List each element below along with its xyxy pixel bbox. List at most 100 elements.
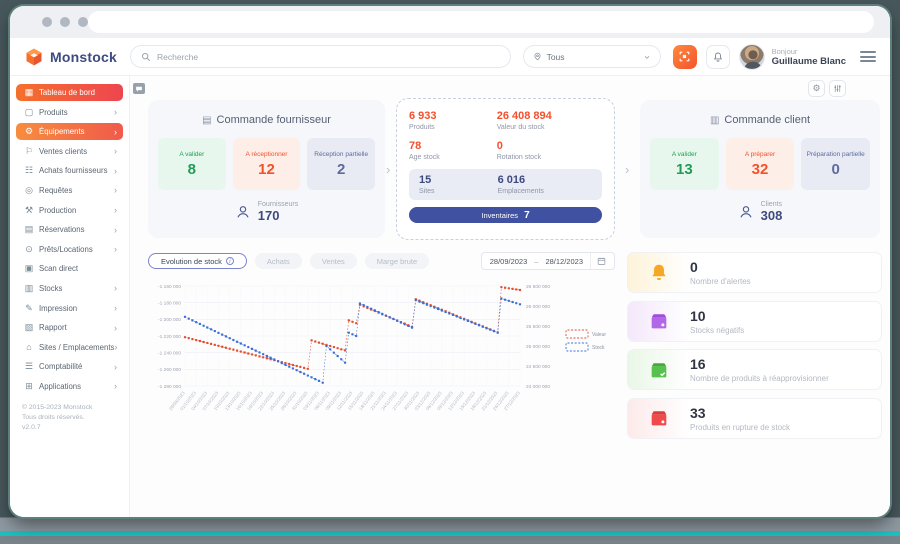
scan-direct-icon: ▣ (24, 263, 34, 274)
stock-summary-card: 6 933 Produits 26 408 894 Valeur du stoc… (396, 98, 615, 240)
locations-stat: 6 016 Emplacements (497, 174, 544, 195)
inventories-button[interactable]: Inventaires 7 (409, 207, 602, 223)
suppliers-count: Fournisseurs 170 (158, 201, 375, 223)
sidebar-item-scan-direct[interactable]: ▣ Scan direct (16, 260, 123, 277)
filter-button[interactable] (829, 80, 846, 97)
stock-evolution-chart[interactable]: -1 160 000 -1 180 000 -1 200 000 -1 220 000… (146, 274, 616, 444)
scan-button[interactable] (672, 44, 697, 69)
carousel-next-chevron-2[interactable]: › (625, 162, 630, 177)
client-to-prepare-tile[interactable]: A préparer 32 (725, 138, 795, 190)
alert-rupture-de-stock[interactable]: 33 Produits en rupture de stock (627, 397, 882, 439)
reservations-icon: ▤ (24, 224, 34, 235)
accounting-icon: ☰ (24, 361, 34, 372)
alert-stocks-negatifs[interactable]: 10 Stocks négatifs (627, 300, 882, 342)
sites-icon: ⌂ (26, 342, 32, 353)
date-range-picker[interactable]: 28/09/2023 – 28/12/2023 (480, 252, 615, 270)
supplier-to-validate-tile[interactable]: A valider 8 (158, 138, 226, 190)
products-icon: ▢ (24, 106, 34, 117)
tab-marge-brute[interactable]: Marge brute (364, 253, 430, 269)
tab-ventes[interactable]: Ventes (309, 253, 357, 269)
svg-text:-1 200 000: -1 200 000 (158, 317, 181, 323)
sidebar-item-sites-emplacements[interactable]: ⌂ Sites / Emplacements › (16, 339, 123, 356)
desk-accent-stripe (0, 531, 900, 536)
svg-text:Valeur: Valeur (592, 332, 606, 338)
sidebar-item-applications[interactable]: ⊞ Applications › (16, 378, 123, 395)
main-content: ⚙ ▤ Commande fournisseur A valider 8 (130, 76, 890, 517)
info-icon[interactable]: i (225, 257, 234, 265)
supplier-partial-reception-tile[interactable]: Réception partielle 2 (307, 138, 376, 190)
sales-icon: ⚐ (24, 145, 34, 156)
purchases-icon: ☷ (24, 165, 34, 176)
sidebar-item-production[interactable]: ⚒ Production › (16, 202, 123, 219)
tab-achats[interactable]: Achats (254, 253, 302, 269)
tab-evolution-de-stock[interactable]: Evolution de stock i (148, 253, 247, 269)
avatar[interactable] (738, 43, 765, 70)
sidebar-item-requetes[interactable]: ◎ Requêtes › (16, 182, 123, 199)
calendar-icon (597, 257, 606, 265)
feedback-chat-button[interactable] (133, 83, 145, 94)
svg-text:-1 240 000: -1 240 000 (158, 350, 181, 356)
user-greeting: Bonjour Guillaume Blanc (772, 47, 846, 67)
sidebar: ▦ Tableau de bord ▢ Produits › ⚙ Équipeme… (10, 76, 130, 517)
client-partial-preparation-tile[interactable]: Préparation partielle 0 (801, 138, 871, 190)
scan-icon (679, 51, 690, 62)
greeting-text: Bonjour (771, 46, 798, 56)
carousel-next-chevron[interactable]: › (386, 162, 391, 177)
search-placeholder: Recherche (157, 51, 199, 62)
box-green-icon (651, 362, 667, 377)
menu-button[interactable] (860, 49, 876, 65)
window-close-button[interactable] (42, 17, 52, 27)
desk-band-bottom (0, 536, 900, 544)
alert-nombre-alertes[interactable]: 0 Nombre d'alertes (627, 252, 882, 293)
search-input[interactable]: Recherche (130, 45, 511, 68)
sidebar-item-stocks[interactable]: ▥ Stocks › (16, 280, 123, 297)
sidebar-item-ventes-clients[interactable]: ⚐ Ventes clients › (16, 143, 123, 160)
svg-text:26 000 000: 26 000 000 (526, 304, 550, 310)
sidebar-item-equipements[interactable]: ⚙ Équipements › (16, 123, 123, 141)
url-bar[interactable] (88, 11, 874, 33)
dashboard-icon: ▦ (24, 87, 34, 97)
client-to-validate-tile[interactable]: A valider 13 (650, 138, 719, 190)
chat-bubble-icon (136, 86, 142, 92)
calendar-button[interactable] (590, 253, 606, 269)
client-orders-card: ▥ Commande client A valider 13 A prépare… (640, 100, 880, 238)
sidebar-item-prets-locations[interactable]: ⊙ Prêts/Locations › (16, 241, 123, 258)
sidebar-item-produits[interactable]: ▢ Produits › (16, 104, 123, 121)
sidebar-item-comptabilite[interactable]: ☰ Comptabilité › (16, 358, 123, 375)
sidebar-item-rapport[interactable]: ▧ Rapport › (16, 319, 123, 336)
clients-count: Clients 308 (650, 201, 870, 223)
alert-produits-a-reapprovisionner[interactable]: 16 Nombre de produits à réapprovisionner (627, 349, 882, 390)
sidebar-item-reservations[interactable]: ▤ Réservations › (16, 221, 123, 238)
loans-icon: ⊙ (25, 243, 33, 254)
stock-value-stat: 26 408 894 Valeur du stock (496, 110, 552, 131)
client-card-title: ▥ Commande client (709, 114, 811, 126)
alerts-list: 0 Nombre d'alertes 10 Stocks négatifs (627, 252, 882, 446)
settings-button[interactable]: ⚙ (808, 80, 825, 97)
box-purple-icon (651, 314, 667, 329)
sidebar-item-impression[interactable]: ✎ Impression › (16, 300, 123, 317)
sliders-icon (834, 85, 841, 92)
window-minimize-button[interactable] (60, 17, 70, 27)
browser-window: Monstock Recherche Tous (10, 6, 890, 517)
print-icon: ✎ (25, 302, 33, 313)
sidebar-item-achats-fournisseurs[interactable]: ☷ Achats fournisseurs › (16, 162, 123, 179)
applications-icon: ⊞ (25, 380, 33, 391)
browser-chrome (10, 6, 890, 38)
notifications-button[interactable] (705, 44, 730, 69)
client-icon (740, 206, 752, 218)
sidebar-item-tableau-de-bord[interactable]: ▦ Tableau de bord (16, 84, 123, 101)
window-maximize-button[interactable] (78, 17, 88, 27)
svg-text:24 500 000: 24 500 000 (526, 364, 550, 370)
svg-text:26 500 000: 26 500 000 (526, 284, 550, 290)
logo[interactable]: Monstock (24, 47, 130, 67)
sites-band: 15 Sites 6 016 Emplacements (409, 169, 602, 200)
dashboard-actions: ⚙ (808, 80, 846, 97)
bell-icon (713, 52, 722, 62)
supplier-to-receive-tile[interactable]: A réceptionner 12 (232, 138, 301, 190)
date-from: 28/09/2023 (489, 256, 528, 266)
user-name: Guillaume Blanc (771, 55, 846, 67)
site-filter-select[interactable]: Tous (522, 45, 661, 68)
supplier-card-title: ▤ Commande fournisseur (202, 114, 331, 126)
production-icon: ⚒ (24, 204, 34, 215)
logo-text: Monstock (50, 48, 117, 65)
